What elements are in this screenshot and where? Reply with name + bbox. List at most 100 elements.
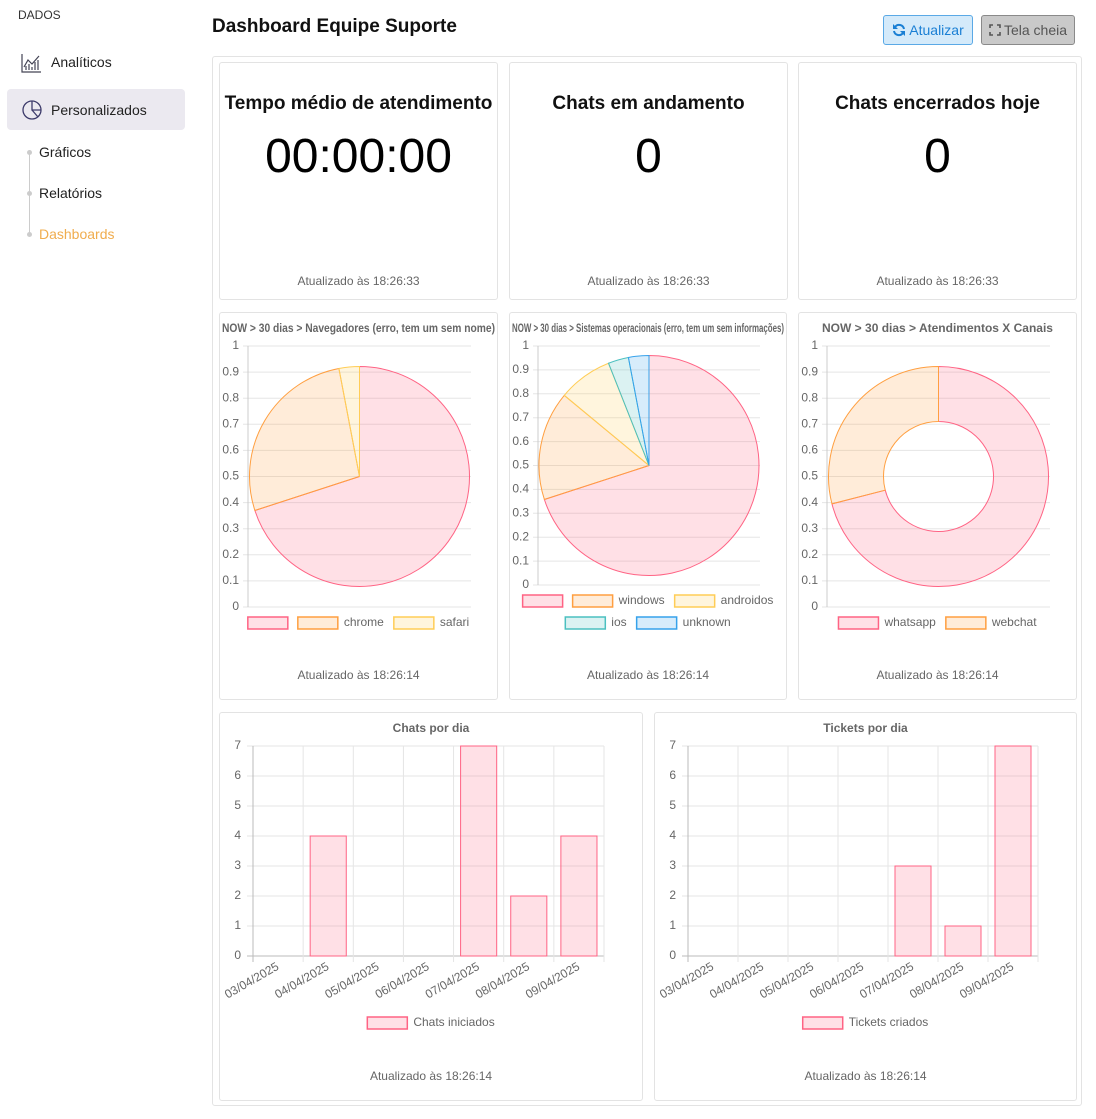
y-tick-label: 0.7	[222, 416, 239, 430]
x-tick-label: 05/04/2025	[757, 959, 816, 1001]
y-tick-label: 3	[669, 858, 676, 872]
section-label: DADOS	[18, 8, 61, 22]
chart-card: NOW > 30 dias > Sistemas operacionais (e…	[509, 312, 787, 700]
stat-value: 0	[635, 130, 662, 183]
y-tick-label: 0.5	[512, 458, 529, 472]
legend-label: webchat	[991, 615, 1037, 629]
icon	[20, 52, 42, 74]
y-tick-label: 1	[232, 338, 239, 352]
y-tick-label: 1	[811, 338, 818, 352]
nav-subitem[interactable]: Dashboards	[39, 226, 115, 242]
icon	[893, 23, 906, 37]
dot	[27, 191, 32, 196]
y-tick-label: 0	[232, 599, 239, 613]
x-tick-label: 09/04/2025	[523, 959, 582, 1001]
nav-subitem[interactable]: Relatórios	[39, 185, 103, 201]
y-tick-label: 0	[669, 948, 676, 962]
y-tick-label: 0.6	[512, 434, 529, 448]
pie-slice	[254, 365, 470, 587]
y-tick-label: 0.8	[512, 386, 529, 400]
legend-swatch	[366, 1016, 409, 1030]
chart: Chats por dia Atualizado às 18:26:14 Chats…	[222, 721, 605, 1083]
refresh-button[interactable]: Atualizar	[883, 15, 973, 45]
pie-slice	[831, 365, 1049, 587]
legend-label: androidos	[721, 593, 774, 607]
y-tick-label: 4	[669, 828, 676, 842]
x-tick-label: 06/04/2025	[373, 959, 432, 1001]
y-tick-label: 0.4	[801, 495, 818, 509]
legend-swatch	[673, 594, 716, 608]
pie-slice	[249, 367, 361, 512]
stat-card: Chats em andamento 0 Atualizado às 18:26:3…	[509, 62, 788, 300]
x-tick-label: 03/04/2025	[222, 959, 281, 1001]
chart-title: NOW > 30 dias > Sistemas operacionais (e…	[512, 321, 784, 335]
x-tick-label: 09/04/2025	[957, 959, 1016, 1001]
x-tick-label: 07/04/2025	[423, 959, 482, 1001]
x-tick-label: 08/04/2025	[473, 959, 532, 1001]
bar	[309, 835, 347, 957]
y-tick-label: 4	[234, 828, 241, 842]
stat-title: Tempo médio de atendimento	[224, 93, 493, 114]
bar	[460, 745, 498, 957]
legend-label: whatsapp	[883, 615, 936, 629]
nav-subitem[interactable]: Gráficos	[39, 144, 92, 160]
legend-swatch	[801, 1016, 844, 1030]
legend-swatch	[571, 594, 614, 608]
nav-item[interactable]: Analíticos	[51, 54, 112, 70]
legend-label: Chats iniciados	[413, 1015, 494, 1029]
chart-card: Tickets por dia Atualizado às 18:26:14 Tic…	[654, 712, 1077, 1101]
y-tick-label: 6	[669, 768, 676, 782]
y-tick-label: 0.8	[222, 390, 239, 404]
y-tick-label: 7	[669, 738, 676, 752]
stat-value: 0	[924, 130, 951, 183]
y-tick-label: 0.5	[801, 469, 818, 483]
y-tick-label: 0.3	[222, 521, 239, 535]
legend-swatch	[564, 616, 607, 630]
bar	[560, 835, 598, 957]
dot	[27, 232, 32, 237]
stat-value: 00:00:00	[265, 130, 452, 183]
y-tick-label: 0	[522, 577, 529, 591]
nav-item[interactable]: Personalizados	[51, 102, 147, 118]
x-tick-label: 05/04/2025	[322, 959, 381, 1001]
y-tick-label: 1	[522, 338, 529, 352]
dashboard-panel	[212, 56, 1082, 1106]
updated-label: Atualizado às 18:26:33	[587, 274, 710, 288]
x-tick-label: 03/04/2025	[657, 959, 716, 1001]
y-tick-label: 0.5	[222, 469, 239, 483]
chart-card: NOW > 30 dias > Atendimentos X Canais Atu…	[798, 312, 1077, 700]
y-tick-label: 1	[234, 918, 241, 932]
button-label: Atualizar	[909, 22, 964, 38]
pie-slice	[627, 354, 650, 466]
legend-swatch	[945, 616, 987, 630]
bar	[510, 895, 548, 957]
pie-slice	[828, 365, 939, 505]
y-tick-label: 3	[234, 858, 241, 872]
chart: NOW > 30 dias > Navegadores (erro, tem u…	[222, 321, 495, 682]
dot	[27, 150, 32, 155]
updated-label: Atualizado às 18:26:14	[370, 1069, 492, 1083]
chart-title: Chats por dia	[393, 721, 470, 735]
bar	[994, 745, 1032, 957]
x-tick-label: 06/04/2025	[807, 959, 866, 1001]
stat-title: Chats em andamento	[552, 93, 745, 114]
pie-slice	[338, 365, 360, 477]
y-tick-label: 0.1	[801, 573, 818, 587]
legend-label: safari	[440, 615, 469, 629]
y-tick-label: 0.2	[222, 547, 239, 561]
icon	[989, 24, 1001, 36]
legend-label: Tickets criados	[849, 1015, 929, 1029]
y-tick-label: 0.7	[512, 410, 529, 424]
icon	[21, 99, 43, 121]
bar	[894, 865, 932, 957]
button-label: Tela cheia	[1003, 22, 1068, 38]
legend-swatch	[297, 616, 339, 630]
legend-swatch	[393, 616, 435, 630]
legend-swatch	[247, 616, 289, 630]
y-tick-label: 0	[811, 599, 818, 613]
y-tick-label: 2	[234, 888, 241, 902]
fullscreen-button[interactable]: Tela cheia	[981, 15, 1075, 45]
y-tick-label: 7	[234, 738, 241, 752]
y-tick-label: 0	[234, 948, 241, 962]
